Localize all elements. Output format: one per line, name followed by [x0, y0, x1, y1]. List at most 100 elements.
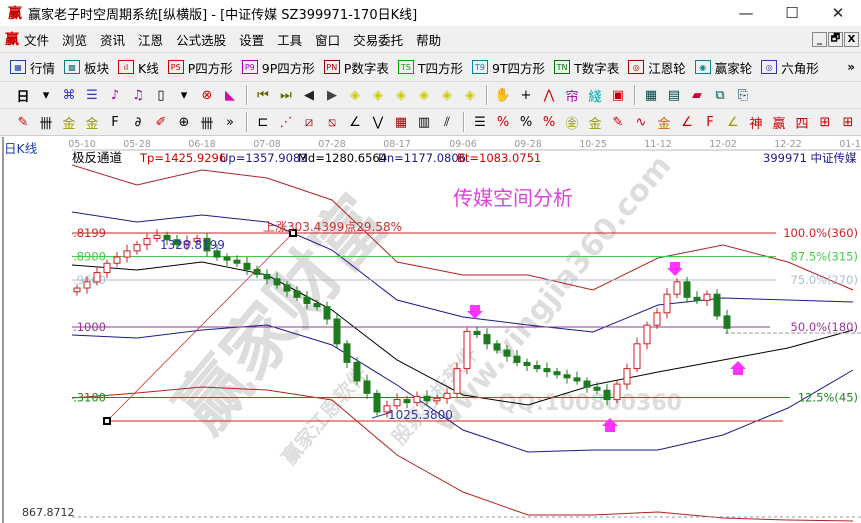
candle[interactable] — [633, 337, 641, 373]
gold-lines-icon[interactable]: 金 — [62, 116, 76, 132]
more-icon[interactable]: » — [847, 60, 855, 74]
percent-levels-icon[interactable]: % — [542, 114, 556, 130]
gold-levels-icon[interactable]: 金 — [588, 116, 602, 132]
wave3-icon[interactable]: ♪ — [110, 87, 120, 103]
candle[interactable] — [683, 276, 691, 303]
candle[interactable] — [383, 400, 391, 418]
toolbar-button[interactable]: T9 9T四方形 — [471, 58, 545, 77]
spiral-icon[interactable]: ∂ — [134, 114, 142, 130]
candle[interactable] — [213, 244, 221, 261]
crosshair-icon[interactable]: + — [520, 87, 532, 103]
close-button[interactable]: ✕ — [831, 4, 845, 22]
gold-box-icon[interactable]: 金 — [657, 116, 671, 132]
chevron-down-icon[interactable]: ▾ — [42, 87, 50, 103]
list-icon[interactable]: ☰ — [86, 87, 98, 103]
fractal-icon[interactable]: ⊗ — [201, 87, 213, 103]
export-icon[interactable]: ⎘ — [737, 87, 749, 103]
move-icon[interactable]: ◈ — [465, 87, 475, 103]
nav-left-icon[interactable]: ◈ — [350, 87, 360, 103]
candle[interactable] — [163, 231, 171, 246]
candle[interactable] — [133, 240, 141, 255]
layout-icon[interactable]: ⊞ — [819, 114, 831, 130]
candle[interactable] — [363, 374, 371, 399]
pen-icon[interactable]: ✎ — [17, 114, 29, 130]
menu-item[interactable]: 浏览 — [62, 32, 88, 48]
grid2-icon[interactable]: ▥ — [417, 114, 431, 130]
candle[interactable] — [573, 371, 581, 385]
bar-icon[interactable]: ▯ — [157, 87, 165, 103]
calculator-icon[interactable]: ▦ — [644, 87, 658, 103]
candle[interactable] — [463, 327, 471, 375]
candle[interactable] — [313, 299, 321, 311]
candle[interactable] — [483, 328, 491, 350]
circle-grid-icon[interactable]: ⊕ — [178, 114, 190, 130]
percent-line-icon[interactable]: % — [496, 114, 510, 130]
chevron-down-icon[interactable]: ▾ — [180, 87, 188, 103]
pen-levels-icon[interactable]: ✎ — [612, 114, 624, 130]
toolbar-button[interactable]: ▦ 行情 — [10, 58, 55, 77]
zigzag-icon[interactable]: ⋁ — [372, 114, 384, 130]
nav-right-icon[interactable]: ◈ — [373, 87, 383, 103]
candle[interactable] — [113, 252, 121, 267]
candle[interactable] — [193, 234, 201, 246]
wave9-icon[interactable]: ♫ — [132, 87, 144, 103]
candle[interactable] — [473, 326, 481, 339]
grid-lines-icon[interactable]: 卌 — [39, 116, 53, 132]
candle[interactable] — [623, 363, 631, 390]
chart-style-icon[interactable]: ⌘ — [62, 87, 76, 103]
candle[interactable] — [523, 358, 531, 372]
candle[interactable] — [613, 380, 621, 404]
candle[interactable] — [83, 276, 91, 294]
toolbar-button[interactable]: TS T四方形 — [397, 58, 463, 77]
candle[interactable] — [593, 382, 601, 394]
menu-item[interactable]: 交易委托 — [353, 32, 404, 48]
j-angle-icon[interactable]: ∠ — [681, 114, 693, 130]
mdi-minimize-button[interactable]: _ — [812, 32, 827, 47]
mdi-restore-button[interactable]: 🗗 — [828, 32, 843, 47]
layout2-icon[interactable]: ⊞ — [842, 114, 854, 130]
candle[interactable] — [253, 265, 261, 279]
mdi-close-button[interactable]: X — [844, 32, 859, 47]
shrink-icon[interactable]: ◈ — [419, 87, 429, 103]
toolbar-button[interactable]: ıl K线 — [118, 58, 159, 77]
hand-icon[interactable]: ✋ — [494, 87, 512, 103]
more-icon[interactable]: » — [226, 114, 234, 130]
candle[interactable] — [663, 288, 671, 319]
minimize-button[interactable]: — — [738, 4, 754, 22]
menu-item[interactable]: 帮助 — [416, 32, 442, 48]
candle[interactable] — [503, 345, 511, 362]
measure-handle[interactable] — [103, 417, 111, 425]
candle[interactable] — [423, 390, 431, 407]
candle[interactable] — [293, 286, 301, 302]
wave-icon[interactable]: ∿ — [635, 114, 647, 130]
candle[interactable] — [343, 340, 351, 368]
candle[interactable] — [323, 301, 331, 325]
candle[interactable] — [123, 244, 131, 263]
f-lines-icon[interactable]: F — [111, 114, 119, 130]
square-grid-icon[interactable]: ⧅ — [327, 114, 337, 130]
measure-handle[interactable] — [289, 229, 297, 237]
menu-item[interactable]: 工具 — [277, 32, 303, 48]
menu-item[interactable]: 窗口 — [315, 32, 341, 48]
candle[interactable] — [93, 266, 101, 286]
god-angle-icon[interactable]: 神 — [749, 116, 763, 132]
maximize-button[interactable]: ☐ — [785, 4, 799, 22]
candle[interactable] — [233, 255, 241, 267]
candle[interactable] — [403, 395, 411, 409]
bars-icon[interactable]: 卌 — [200, 116, 214, 132]
candle[interactable] — [413, 391, 421, 407]
candle[interactable] — [723, 309, 731, 334]
candle[interactable] — [283, 281, 291, 297]
save-icon[interactable]: ▰ — [692, 87, 702, 103]
candle[interactable] — [393, 393, 401, 410]
candle[interactable] — [173, 234, 181, 249]
candle[interactable] — [583, 377, 591, 393]
prev-icon[interactable]: ◀ — [304, 87, 314, 103]
candle[interactable] — [693, 291, 701, 305]
candle[interactable] — [513, 349, 521, 367]
candle[interactable] — [493, 340, 501, 354]
toolbar-button[interactable]: ◎ 江恩轮 — [628, 58, 686, 77]
square-fan-icon[interactable]: ⧄ — [304, 114, 314, 130]
last-icon[interactable]: ⏭ — [280, 87, 292, 103]
menu-item[interactable]: 设置 — [239, 32, 265, 48]
